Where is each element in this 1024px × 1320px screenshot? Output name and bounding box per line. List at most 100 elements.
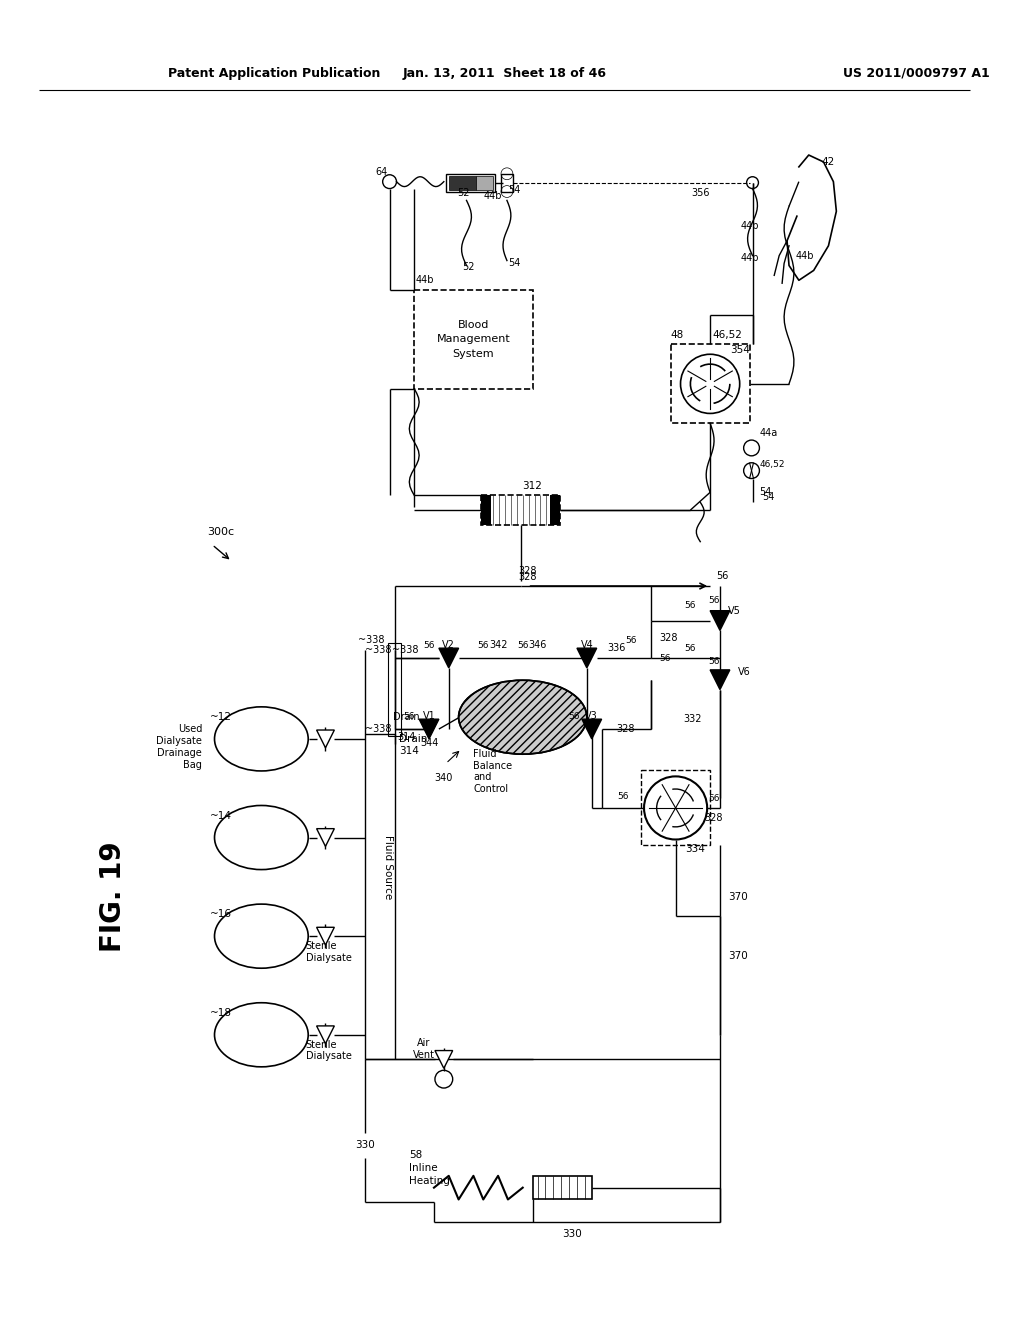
Text: Dialysate: Dialysate xyxy=(306,953,351,962)
Bar xyxy=(476,176,494,190)
Text: Jan. 13, 2011  Sheet 18 of 46: Jan. 13, 2011 Sheet 18 of 46 xyxy=(403,67,607,79)
Text: Sterile: Sterile xyxy=(306,1040,337,1049)
Text: 346: 346 xyxy=(528,640,547,651)
Text: 328: 328 xyxy=(518,566,537,577)
Text: Used: Used xyxy=(178,725,202,734)
Text: V5: V5 xyxy=(728,606,740,615)
Text: 56: 56 xyxy=(685,644,696,652)
Text: 44b: 44b xyxy=(416,276,434,285)
Text: Vent: Vent xyxy=(413,1049,435,1060)
Text: V3: V3 xyxy=(586,711,598,721)
Text: V2: V2 xyxy=(442,640,456,651)
Text: 56: 56 xyxy=(477,640,489,649)
Bar xyxy=(671,345,750,424)
Text: 330: 330 xyxy=(355,1140,375,1150)
Text: ~16: ~16 xyxy=(210,909,231,920)
Text: 46,52: 46,52 xyxy=(760,461,785,469)
Text: 56: 56 xyxy=(517,640,528,649)
Bar xyxy=(445,174,496,191)
Text: Fluid: Fluid xyxy=(473,748,497,759)
Polygon shape xyxy=(710,669,730,689)
Text: V1: V1 xyxy=(423,711,435,721)
Text: System: System xyxy=(453,350,495,359)
Text: Bag: Bag xyxy=(183,759,202,770)
Text: 314: 314 xyxy=(397,731,416,742)
Polygon shape xyxy=(582,719,602,739)
Bar xyxy=(501,174,513,191)
Text: 312: 312 xyxy=(522,482,543,491)
Text: 48: 48 xyxy=(670,330,683,339)
Text: 52: 52 xyxy=(458,187,470,198)
Text: ~338: ~338 xyxy=(391,645,418,655)
Text: 56: 56 xyxy=(709,597,720,606)
Text: 56: 56 xyxy=(626,636,637,644)
Text: 54: 54 xyxy=(760,487,772,498)
Text: 56: 56 xyxy=(617,792,629,801)
Ellipse shape xyxy=(459,680,587,754)
Bar xyxy=(449,176,476,190)
Polygon shape xyxy=(316,730,335,747)
Text: 54: 54 xyxy=(763,492,775,503)
Text: 56: 56 xyxy=(716,572,728,581)
Text: 344: 344 xyxy=(420,738,438,748)
Text: ~12: ~12 xyxy=(210,713,231,722)
Text: 328: 328 xyxy=(616,725,635,734)
Text: 336: 336 xyxy=(607,643,626,653)
Text: 328: 328 xyxy=(658,634,677,643)
Text: Patent Application Publication: Patent Application Publication xyxy=(168,67,380,79)
Polygon shape xyxy=(316,927,335,945)
Text: 46,52: 46,52 xyxy=(713,330,742,339)
Text: 56: 56 xyxy=(423,640,435,649)
Text: Sterile: Sterile xyxy=(306,941,337,950)
Text: 334: 334 xyxy=(685,845,706,854)
Polygon shape xyxy=(316,1026,335,1044)
Text: 328: 328 xyxy=(518,572,537,582)
Text: Drainage: Drainage xyxy=(158,747,202,758)
Text: Dialysate: Dialysate xyxy=(306,1052,351,1061)
Text: 58: 58 xyxy=(410,1150,423,1160)
Text: 52: 52 xyxy=(462,263,475,272)
Text: 64: 64 xyxy=(376,166,388,177)
Text: Heating: Heating xyxy=(410,1176,451,1185)
Text: 56: 56 xyxy=(709,793,720,803)
Text: 300c: 300c xyxy=(207,527,234,537)
Text: 56: 56 xyxy=(403,711,415,721)
Text: Management: Management xyxy=(436,334,510,345)
Bar xyxy=(481,495,560,525)
Bar xyxy=(388,643,401,737)
Text: V6: V6 xyxy=(737,667,751,677)
Text: V4: V4 xyxy=(581,640,593,651)
Text: ~338: ~338 xyxy=(365,645,391,655)
Text: ~14: ~14 xyxy=(210,810,231,821)
Text: Air: Air xyxy=(418,1038,431,1048)
Text: Inline: Inline xyxy=(410,1163,438,1173)
Text: 44a: 44a xyxy=(760,428,777,438)
Text: 44b: 44b xyxy=(740,220,759,231)
Polygon shape xyxy=(316,829,335,846)
Text: 44b: 44b xyxy=(484,191,503,202)
Polygon shape xyxy=(710,611,730,631)
Text: 44b: 44b xyxy=(740,252,759,263)
Text: ~338: ~338 xyxy=(358,635,385,645)
Text: 56: 56 xyxy=(685,601,696,610)
Text: 370: 370 xyxy=(728,950,748,961)
Bar xyxy=(641,771,710,845)
Text: 342: 342 xyxy=(488,640,507,651)
Text: 44b: 44b xyxy=(796,251,814,260)
Polygon shape xyxy=(577,648,597,668)
Text: 42: 42 xyxy=(822,157,836,166)
Bar xyxy=(550,495,560,525)
Text: 56: 56 xyxy=(709,657,720,667)
Bar xyxy=(532,1176,592,1200)
Text: FIG. 19: FIG. 19 xyxy=(99,841,127,952)
Text: 330: 330 xyxy=(562,1229,582,1239)
Text: 332: 332 xyxy=(683,714,702,725)
Text: 54: 54 xyxy=(509,185,521,194)
Text: Balance: Balance xyxy=(473,760,513,771)
Polygon shape xyxy=(435,1051,453,1068)
Polygon shape xyxy=(419,719,439,739)
Text: Drain: Drain xyxy=(393,713,420,722)
Text: ~18: ~18 xyxy=(210,1008,231,1018)
Text: 314: 314 xyxy=(399,746,419,756)
Text: 56: 56 xyxy=(658,653,671,663)
